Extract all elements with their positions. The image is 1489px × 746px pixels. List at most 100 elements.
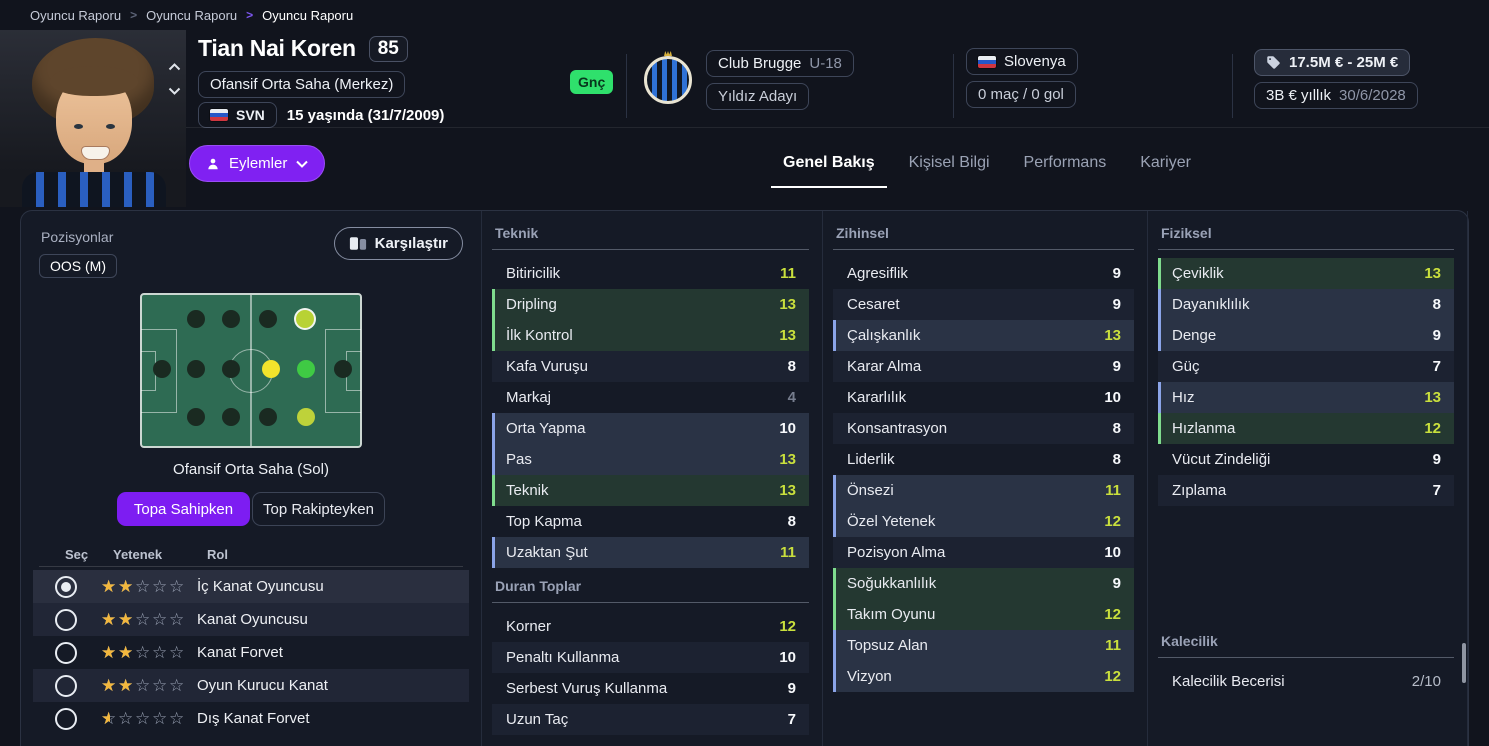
toggle-topa-sahipken[interactable]: Topa Sahipken <box>117 492 250 526</box>
player-header: Tian Nai Koren 85 Ofansif Orta Saha (Mer… <box>0 30 1489 207</box>
photo-bangs <box>50 66 138 96</box>
role-radio-button[interactable] <box>55 674 77 697</box>
attribute-value: 2/10 <box>1411 673 1441 690</box>
previous-player-chevron-up-icon[interactable] <box>163 58 185 76</box>
attribute-name: Hız <box>1172 389 1195 406</box>
attribute-name: Bitiricilik <box>506 265 561 282</box>
attribute-name: Pas <box>506 451 532 468</box>
attribute-value: 7 <box>1432 482 1441 499</box>
attribute-name: Özel Yetenek <box>847 513 936 530</box>
star-rating: ☆ ★ ☆ ★ ☆☆☆ <box>101 644 195 662</box>
attribute-name: Hızlanma <box>1172 420 1236 437</box>
star-icon: ☆ <box>169 642 186 662</box>
nationality-chip[interactable]: SVN <box>198 102 277 128</box>
player-photo <box>0 30 186 207</box>
nation-chip[interactable]: Slovenya <box>966 48 1078 75</box>
attribute-name: Soğukkanlılık <box>847 575 937 592</box>
star-icon: ☆★ <box>118 675 135 695</box>
tab-kariyer[interactable]: Kariyer <box>1140 154 1191 171</box>
header-vertical-divider <box>1232 54 1233 118</box>
attribute-value: 11 <box>1105 637 1121 654</box>
attribute-value: 11 <box>1105 482 1121 499</box>
scrollbar[interactable] <box>1462 643 1466 683</box>
attribute-row: Pozisyon Alma 10 <box>833 537 1134 568</box>
actions-button[interactable]: Eylemler <box>189 145 326 182</box>
attribute-value: 7 <box>1432 358 1441 375</box>
compare-button[interactable]: Karşılaştır <box>333 227 463 260</box>
club-chip[interactable]: Club Brugge U-18 <box>706 50 854 77</box>
attribute-row: Top Kapma 8 <box>492 506 809 537</box>
section-title: Zihinsel <box>836 225 889 241</box>
position-badge: OOS (M) <box>39 254 117 278</box>
star-icon: ☆ <box>152 642 169 662</box>
star-fill: ★ <box>101 643 118 661</box>
star-icon: ☆★ <box>118 609 135 629</box>
positions-title: Pozisyonlar <box>41 229 114 245</box>
club-brugge-logo[interactable] <box>644 56 692 104</box>
tab-genel-bakış[interactable]: Genel Bakış <box>771 148 887 188</box>
player-position-chip[interactable]: Ofansif Orta Saha (Merkez) <box>198 71 406 98</box>
attribute-value: 7 <box>787 711 796 728</box>
star-icon: ☆★ <box>118 642 135 662</box>
attribute-value: 13 <box>1104 327 1121 344</box>
attribute-value: 9 <box>1112 358 1121 375</box>
star-icon: ☆★ <box>101 708 118 728</box>
attribute-name: Denge <box>1172 327 1217 344</box>
attribute-row: Vizyon 12 <box>833 661 1134 692</box>
star-rating: ☆ ★ ☆ ★ ☆☆☆ <box>101 677 195 695</box>
role-radio-button[interactable] <box>55 608 77 631</box>
attribute-row: İlk Kontrol 13 <box>492 320 809 351</box>
attribute-row: Topsuz Alan 11 <box>833 630 1134 661</box>
role-row[interactable]: ☆ ★ ☆ ★ ☆☆☆ Oyun Kurucu Kanat <box>33 669 469 702</box>
toggle-top-rakipteyken[interactable]: Top Rakipteyken <box>252 492 385 526</box>
role-row[interactable]: ☆ ★ ☆ ★ ☆☆☆ İç Kanat Oyuncusu <box>33 570 469 603</box>
attribute-row: Takım Oyunu 12 <box>833 599 1134 630</box>
role-row[interactable]: ☆★☆☆☆☆Dış Kanat Forvet <box>33 702 469 735</box>
breadcrumb-item[interactable]: Oyuncu Raporu <box>262 7 354 23</box>
attribute-name: Korner <box>506 618 552 635</box>
role-row[interactable]: ☆ ★ ☆ ★ ☆☆☆ Kanat Forvet <box>33 636 469 669</box>
star-icon: ☆ <box>135 642 152 662</box>
attribute-name: Liderlik <box>847 451 895 468</box>
tab-kişisel-bilgi[interactable]: Kişisel Bilgi <box>908 154 990 171</box>
position-dot <box>334 359 353 378</box>
attribute-value: 12 <box>779 618 796 635</box>
attribute-name: Teknik <box>506 482 549 499</box>
tab-performans[interactable]: Performans <box>1023 154 1107 171</box>
header-divider <box>186 127 1489 128</box>
attribute-name: Çalışkanlık <box>847 327 921 344</box>
section-rule <box>833 249 1134 250</box>
role-radio-button[interactable] <box>55 707 77 730</box>
attributes-column-mental: Zihinsel Agresiflik 9 Cesaret 9 Çalışkanlık 13… <box>823 211 1148 746</box>
star-icon: ☆★ <box>101 675 118 695</box>
attribute-row: Uzaktan Şut 11 <box>492 537 809 568</box>
pitch-penalty-box-right <box>325 328 361 413</box>
attribute-value: 13 <box>779 451 796 468</box>
header-vertical-divider <box>953 54 954 118</box>
section-kalecilik: Kalecilik Kalecilik Becerisi 2/10 <box>1158 633 1454 697</box>
attribute-row: Kafa Vuruşu 8 <box>492 351 809 382</box>
player-name: Tian Nai Koren <box>198 35 356 61</box>
next-player-chevron-down-icon[interactable] <box>163 82 185 100</box>
role-radio-button[interactable] <box>55 641 77 664</box>
slovenia-flag-icon <box>978 55 996 68</box>
star-fill: ★ <box>101 676 118 694</box>
star-fill: ★ <box>101 577 118 595</box>
breadcrumb-item[interactable]: Oyuncu Raporu <box>146 7 238 23</box>
chevron-down-icon <box>296 160 309 168</box>
role-radio-button[interactable] <box>55 575 77 598</box>
breadcrumb-item[interactable]: Oyuncu Raporu <box>30 7 122 23</box>
price-tag-icon <box>1267 56 1280 69</box>
attribute-name: Penaltı Kullanma <box>506 649 620 666</box>
international-record-chip: 0 maç / 0 gol <box>966 81 1076 108</box>
attribute-name: Orta Yapma <box>506 420 586 437</box>
star-fill: ★ <box>118 643 135 661</box>
attribute-value: 4 <box>787 389 796 406</box>
contract-end-date: 30/6/2028 <box>1339 87 1406 104</box>
attribute-name: Güç <box>1172 358 1200 375</box>
attribute-value: 9 <box>1112 296 1121 313</box>
attribute-name: Serbest Vuruş Kullanma <box>506 680 668 697</box>
role-row[interactable]: ☆ ★ ☆ ★ ☆☆☆ Kanat Oyuncusu <box>33 603 469 636</box>
attribute-value: 10 <box>1104 389 1121 406</box>
position-dot <box>258 310 277 329</box>
